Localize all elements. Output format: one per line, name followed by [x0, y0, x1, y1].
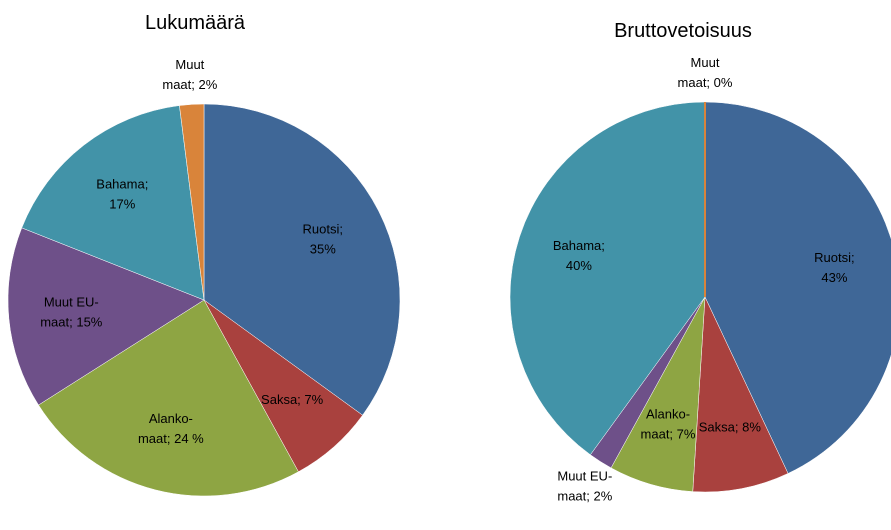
pie-slice [38, 299, 299, 497]
data-label: Muut EU-maat; 15% [40, 295, 103, 330]
data-label: Bahama; 17% [96, 177, 148, 212]
data-label: Muut maat; 2% [162, 57, 217, 92]
pie-slice [704, 101, 891, 474]
pie-slice [7, 227, 205, 406]
data-label: Muut EU-maat; 2% [557, 468, 612, 503]
data-label: Saksa; 7% [261, 392, 324, 407]
pie-slice [509, 101, 706, 456]
data-label: Ruotsi; 43% [814, 250, 854, 285]
data-label: Ruotsi; 35% [303, 221, 343, 256]
pie-slice [692, 296, 789, 493]
pie-slice [21, 105, 205, 301]
data-label: Alanko-maat; 7% [641, 406, 696, 441]
pie-slice [203, 103, 401, 416]
chart-title: Bruttovetoisuus [614, 20, 752, 42]
data-label: Bahama; 40% [553, 238, 605, 273]
chart-title: Lukumäärä [145, 12, 246, 34]
data-label: Alanko-maat; 24 % [138, 411, 204, 446]
data-label: Muut maat; 0% [678, 55, 733, 90]
pie-slice [179, 103, 205, 301]
data-label: Saksa; 8% [699, 419, 762, 434]
